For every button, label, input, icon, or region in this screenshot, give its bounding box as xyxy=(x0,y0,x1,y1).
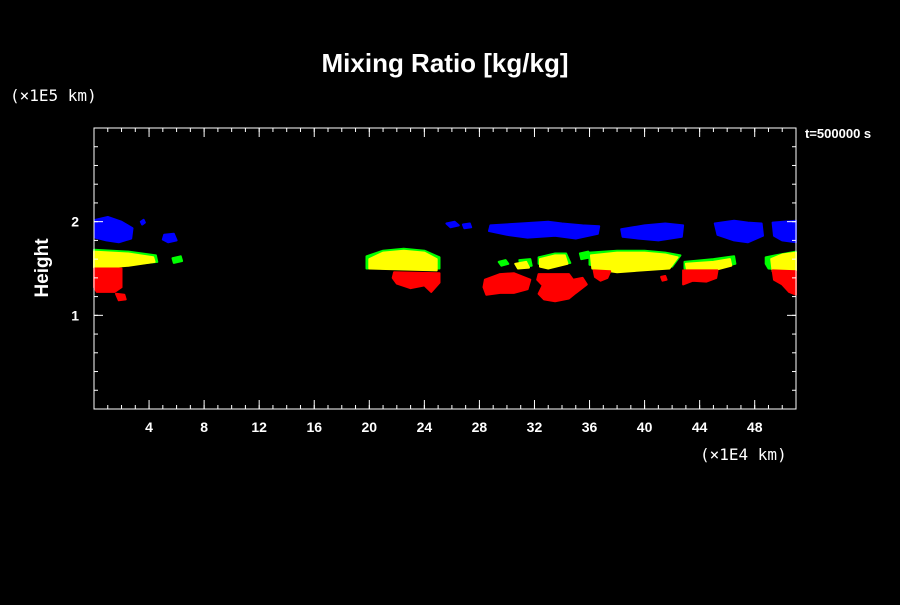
time-label: t=500000 s xyxy=(805,126,871,141)
region-3-patch-4 xyxy=(536,273,588,303)
x-tick-label: 12 xyxy=(251,419,267,435)
mixing-ratio-regions xyxy=(93,216,797,303)
x-tick-label: 36 xyxy=(582,419,598,435)
x-tick-label: 24 xyxy=(417,419,433,435)
region-3-patch-2 xyxy=(391,271,441,293)
region-0-patch-4 xyxy=(461,222,473,230)
region-3-patch-5 xyxy=(592,269,612,282)
region-0-patch-5 xyxy=(488,220,601,240)
region-0-patch-0 xyxy=(94,216,134,244)
x-tick-label: 8 xyxy=(200,419,208,435)
plot-frame xyxy=(93,127,797,410)
x-tick-label: 20 xyxy=(362,419,378,435)
region-3-patch-0 xyxy=(93,267,123,293)
x-tick-label: 40 xyxy=(637,419,653,435)
x-tick-label: 44 xyxy=(692,419,708,435)
x-tick-label: 28 xyxy=(472,419,488,435)
region-2-patch-2 xyxy=(514,260,530,270)
region-0-patch-6 xyxy=(620,222,685,242)
x-unit-label: (×1E4 km) xyxy=(700,445,787,464)
region-2-patch-4 xyxy=(589,251,679,274)
x-tick-label: 16 xyxy=(306,419,322,435)
region-3-patch-3 xyxy=(482,272,532,296)
region-3-patch-6 xyxy=(660,275,668,282)
region-0-patch-7 xyxy=(713,219,764,244)
region-0-patch-1 xyxy=(139,218,146,226)
x-tick-label: 48 xyxy=(747,419,763,435)
region-0-patch-3 xyxy=(445,220,460,229)
region-3-patch-7 xyxy=(682,269,719,286)
y-tick-label: 1 xyxy=(71,307,79,323)
region-0-patch-2 xyxy=(161,232,178,244)
chart-title: Mixing Ratio [kg/kg] xyxy=(322,48,569,78)
region-0-patch-8 xyxy=(771,219,797,244)
y-unit-label: (×1E5 km) xyxy=(10,86,97,105)
x-tick-label: 32 xyxy=(527,419,543,435)
x-tick-label: 4 xyxy=(145,419,153,435)
y-axis-label: Height xyxy=(32,238,53,298)
y-tick-label: 2 xyxy=(71,214,79,230)
region-3-patch-8 xyxy=(771,269,797,296)
region-2-patch-3 xyxy=(539,254,569,270)
region-1-patch-1 xyxy=(171,255,184,264)
region-3-patch-1 xyxy=(115,292,127,302)
region-2-patch-1 xyxy=(368,249,438,272)
region-1-patch-3 xyxy=(497,259,510,267)
